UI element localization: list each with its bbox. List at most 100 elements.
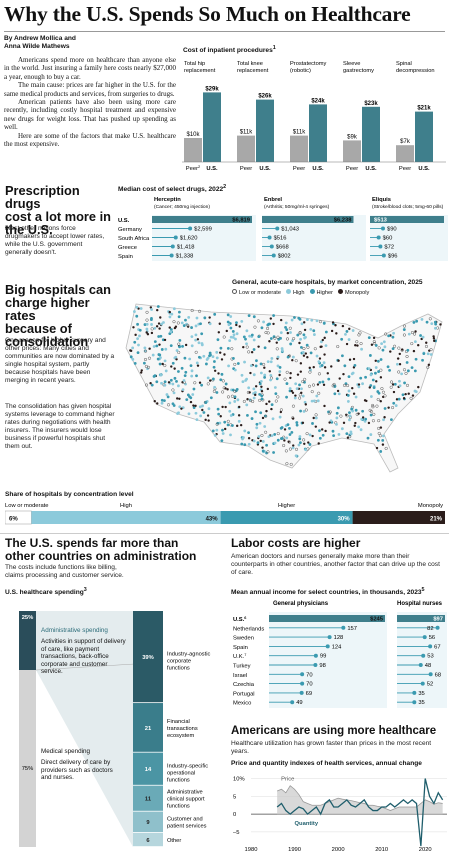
us-drug-value: $513 xyxy=(374,218,388,224)
income-dot xyxy=(290,700,295,705)
hospital-monopoly-dot xyxy=(352,366,356,369)
peer-axis-label: Peer xyxy=(293,166,305,172)
hospital-monopoly-dot xyxy=(304,403,307,406)
hospital-low-dot xyxy=(397,346,401,350)
hospital-high-dot xyxy=(228,409,232,413)
country-label: Czechia xyxy=(233,682,255,688)
hospital-monopoly-dot xyxy=(184,343,188,347)
title-rule xyxy=(4,31,445,32)
hospital-higher-dot xyxy=(308,443,312,446)
hospital-high-dot xyxy=(244,379,248,382)
hospital-high-dot xyxy=(382,434,385,438)
country-label: Portugal xyxy=(233,691,255,697)
hospitals-heading-line: charge higher rates xyxy=(5,295,90,323)
hospital-monopoly-dot xyxy=(213,369,217,372)
breakdown-label: transactions xyxy=(167,726,198,732)
hospital-monopoly-dot xyxy=(247,437,251,440)
hospital-high-dot xyxy=(207,407,211,411)
hospital-monopoly-dot xyxy=(168,326,171,329)
hospital-monopoly-dot xyxy=(311,434,314,438)
hospital-high-dot xyxy=(190,335,194,339)
hospital-higher-dot xyxy=(221,428,224,432)
hospital-higher-dot xyxy=(340,337,344,341)
hospital-higher-dot xyxy=(155,344,159,348)
peer-bar xyxy=(237,135,255,162)
hospital-monopoly-dot xyxy=(268,370,271,373)
procedures-title-text: Cost of inpatient procedures xyxy=(183,47,273,55)
hospital-high-dot xyxy=(354,395,358,399)
quantity-line xyxy=(276,778,444,847)
peer-axis-label: Peer xyxy=(399,166,411,172)
hospital-high-dot xyxy=(284,321,288,325)
hospital-high-dot xyxy=(291,446,295,450)
hospital-higher-dot xyxy=(263,346,267,350)
breakdown-label: Industry-agnostic xyxy=(167,652,210,658)
hospital-higher-dot xyxy=(219,378,223,382)
hospital-high-dot xyxy=(139,307,143,310)
series-name: General physicians xyxy=(273,601,329,607)
hospital-high-dot xyxy=(382,418,385,422)
hospital-low-dot xyxy=(285,370,289,374)
income-value: 35 xyxy=(418,700,424,706)
hospital-monopoly-dot xyxy=(223,353,226,356)
hospital-higher-dot xyxy=(266,323,270,327)
peer-bar xyxy=(184,138,202,162)
us-axis-label: U.S. xyxy=(312,166,324,172)
hospital-high-dot xyxy=(302,409,306,413)
hospital-higher-dot xyxy=(318,429,321,433)
hospital-monopoly-dot xyxy=(331,321,335,324)
hospital-high-dot xyxy=(306,318,309,321)
hospital-monopoly-dot xyxy=(370,343,374,346)
hospital-higher-dot xyxy=(376,359,380,363)
hospital-higher-dot xyxy=(226,320,230,324)
hospital-monopoly-dot xyxy=(337,359,340,362)
hospital-higher-dot xyxy=(274,392,278,396)
hospital-monopoly-dot xyxy=(156,308,159,312)
hospital-low-dot xyxy=(291,404,295,408)
hospital-higher-dot xyxy=(169,378,173,382)
drugs-title-text: Median cost of select drugs, 2022 xyxy=(118,186,224,194)
income-value: 68 xyxy=(435,672,441,678)
map-legend: Low or moderate High Higher Monopoly xyxy=(232,289,369,296)
hospital-high-dot xyxy=(337,432,341,436)
hospital-high-dot xyxy=(269,378,272,382)
hospital-higher-dot xyxy=(150,383,154,387)
hospital-higher-dot xyxy=(379,450,383,453)
income-dot xyxy=(412,690,417,695)
hospital-high-dot xyxy=(146,367,149,371)
hospital-high-dot xyxy=(164,347,168,351)
hospital-high-dot xyxy=(351,329,355,332)
hospital-monopoly-dot xyxy=(353,424,356,427)
hospital-monopoly-dot xyxy=(291,391,295,394)
hospital-monopoly-dot xyxy=(304,352,308,355)
hospital-higher-dot xyxy=(133,361,137,365)
drugs-heading: Prescription drugs cost a lot more in th… xyxy=(5,184,117,236)
peer-value-label: $10k xyxy=(186,132,200,138)
breakdown-label: corporate xyxy=(167,659,191,665)
hospital-monopoly-dot xyxy=(317,442,320,445)
hospital-low-dot xyxy=(359,342,363,346)
hospital-high-dot xyxy=(407,332,411,336)
breakdown-segment xyxy=(133,703,163,752)
legend-monopoly-marker xyxy=(337,289,343,294)
hospital-higher-dot xyxy=(280,437,283,440)
hospital-higher-dot xyxy=(216,338,220,342)
hospital-high-dot xyxy=(213,385,217,389)
hospital-high-dot xyxy=(245,342,248,346)
hospital-low-dot xyxy=(145,310,149,314)
hospital-high-dot xyxy=(270,357,274,360)
hospital-monopoly-dot xyxy=(420,337,423,341)
income-dot xyxy=(300,672,305,677)
hospital-high-dot xyxy=(169,330,173,334)
us-value-label: $26k xyxy=(258,94,272,100)
hospital-low-dot xyxy=(307,384,312,388)
hospital-monopoly-dot xyxy=(283,439,286,442)
hospital-higher-dot xyxy=(425,320,429,324)
drug-value: $2,599 xyxy=(194,227,212,233)
hospital-higher-dot xyxy=(255,359,258,363)
hospital-higher-dot xyxy=(199,322,202,326)
hospital-high-dot xyxy=(159,373,163,377)
hospital-higher-dot xyxy=(265,443,268,447)
hospital-monopoly-dot xyxy=(287,440,290,443)
